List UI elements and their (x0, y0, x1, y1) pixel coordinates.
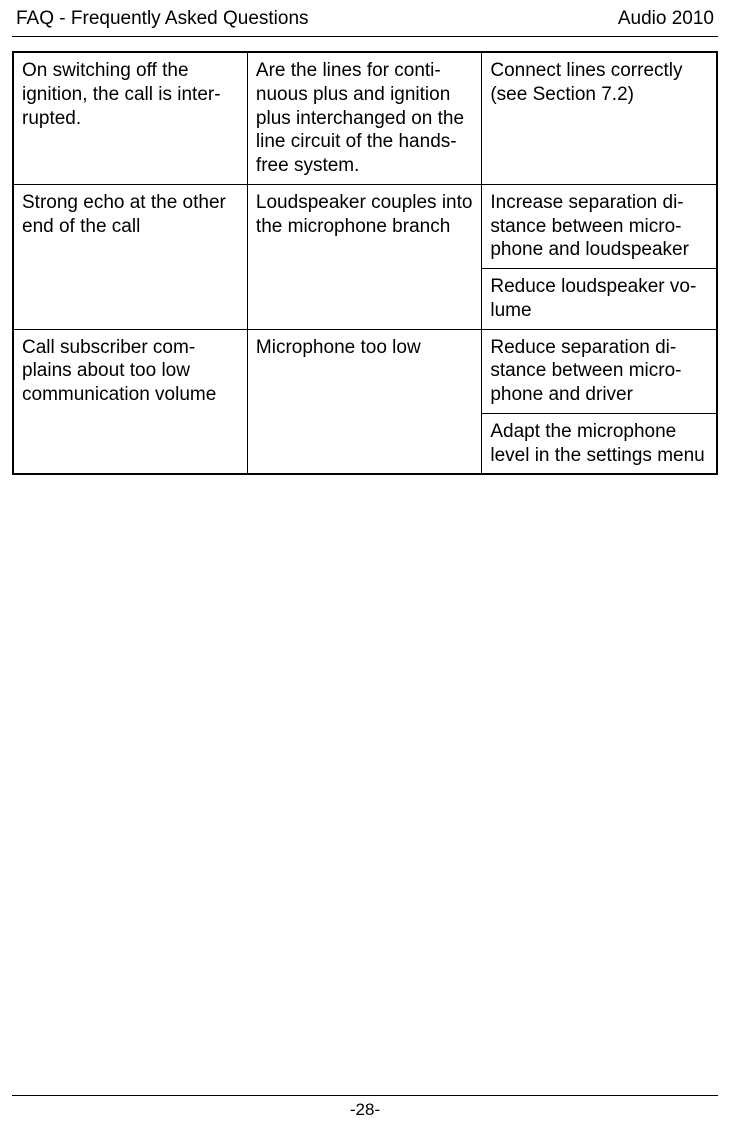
solution-cell: Reduce loudspeaker vo-lume (482, 269, 717, 330)
faq-table: On switching off the ignition, the call … (12, 51, 718, 475)
page-header: FAQ - Frequently Asked Questions Audio 2… (12, 8, 718, 37)
solution-cell: Adapt the microphone level in the settin… (482, 413, 717, 474)
problem-cell: Strong echo at the other end of the call (13, 184, 247, 329)
cause-cell: Are the lines for conti-nuous plus and i… (247, 52, 481, 184)
cause-cell: Loudspeaker couples into the microphone … (247, 184, 481, 329)
solution-cell: Connect lines correctly (see Section 7.2… (482, 52, 717, 184)
problem-cell: Call subscriber com-plains about too low… (13, 329, 247, 474)
table-row: Call subscriber com-plains about too low… (13, 329, 717, 413)
table-row: On switching off the ignition, the call … (13, 52, 717, 184)
header-product: Audio 2010 (618, 8, 714, 30)
problem-cell: On switching off the ignition, the call … (13, 52, 247, 184)
page-number: -28- (350, 1100, 380, 1119)
cause-cell: Microphone too low (247, 329, 481, 474)
solution-cell: Increase separation di-stance between mi… (482, 184, 717, 268)
table-row: Strong echo at the other end of the call… (13, 184, 717, 268)
page-footer: -28- (12, 1095, 718, 1120)
solution-cell: Reduce separation di-stance between micr… (482, 329, 717, 413)
header-title: FAQ - Frequently Asked Questions (16, 8, 309, 30)
